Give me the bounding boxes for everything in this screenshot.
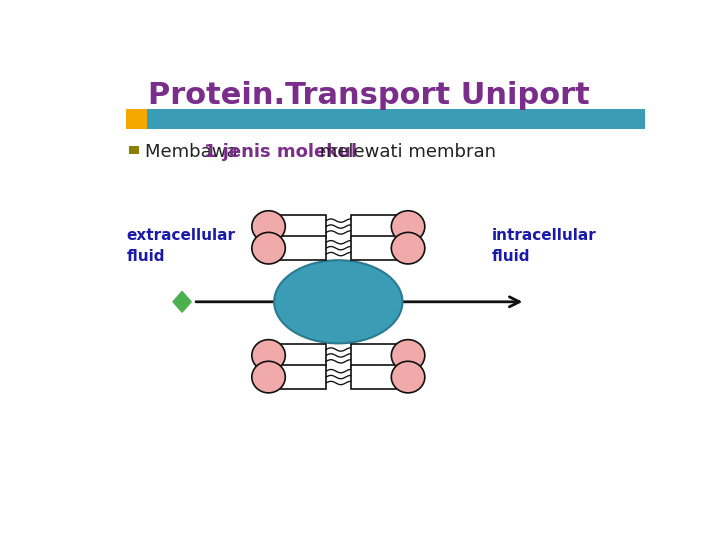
Bar: [351, 365, 396, 389]
Ellipse shape: [392, 232, 425, 264]
Text: extracellular
fluid: extracellular fluid: [126, 228, 235, 264]
Ellipse shape: [252, 361, 285, 393]
Bar: [351, 343, 396, 367]
Bar: [280, 215, 326, 238]
Ellipse shape: [392, 340, 425, 371]
Text: Membawa: Membawa: [145, 143, 243, 161]
Ellipse shape: [392, 361, 425, 393]
Bar: [351, 215, 396, 238]
Bar: [280, 365, 326, 389]
Text: Protein.Transport Uniport: Protein.Transport Uniport: [148, 82, 590, 111]
Bar: [280, 237, 326, 260]
Text: intracellular
fluid: intracellular fluid: [492, 228, 596, 264]
Bar: [126, 109, 645, 129]
Bar: [126, 109, 148, 129]
Bar: [280, 343, 326, 367]
Ellipse shape: [274, 260, 402, 343]
Ellipse shape: [392, 211, 425, 242]
Ellipse shape: [252, 232, 285, 264]
Text: 1 jenis molekul: 1 jenis molekul: [204, 143, 357, 161]
Ellipse shape: [252, 211, 285, 242]
Text: melewati membran: melewati membran: [315, 143, 496, 161]
Ellipse shape: [252, 340, 285, 371]
Bar: [129, 146, 139, 154]
Bar: [351, 237, 396, 260]
Polygon shape: [173, 292, 191, 312]
